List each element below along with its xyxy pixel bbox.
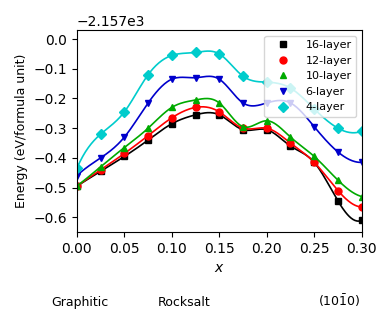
10-layer <box>312 154 317 158</box>
6-layer <box>265 101 269 105</box>
4-layer <box>74 167 79 170</box>
X-axis label: $x$: $x$ <box>214 261 225 275</box>
Line: 12-layer: 12-layer <box>73 104 365 210</box>
10-layer <box>359 195 364 198</box>
Text: Graphitic: Graphitic <box>51 296 108 309</box>
10-layer <box>241 125 245 129</box>
16-layer <box>74 184 79 188</box>
Legend: 16-layer, 12-layer, 10-layer, 6-layer, 4-layer: 16-layer, 12-layer, 10-layer, 6-layer, 4… <box>264 36 356 117</box>
Line: 6-layer: 6-layer <box>73 74 365 179</box>
16-layer <box>312 160 317 164</box>
16-layer <box>122 154 127 158</box>
16-layer <box>265 128 269 132</box>
4-layer <box>359 129 364 133</box>
10-layer <box>217 101 221 105</box>
6-layer <box>98 156 103 160</box>
Y-axis label: Energy (eV/formula unit): Energy (eV/formula unit) <box>15 54 28 208</box>
16-layer <box>98 169 103 173</box>
10-layer <box>336 178 340 182</box>
12-layer <box>122 152 127 155</box>
6-layer <box>288 101 293 105</box>
12-layer <box>359 205 364 209</box>
Line: 4-layer: 4-layer <box>73 49 365 172</box>
Text: Rocksalt: Rocksalt <box>158 296 211 309</box>
12-layer <box>146 134 151 138</box>
4-layer <box>241 74 245 78</box>
16-layer <box>193 113 198 117</box>
6-layer <box>336 150 340 154</box>
10-layer <box>122 146 127 149</box>
4-layer <box>288 86 293 90</box>
12-layer <box>241 126 245 130</box>
4-layer <box>336 126 340 130</box>
10-layer <box>169 106 174 109</box>
Text: $(10\bar{1}0)$: $(10\bar{1}0)$ <box>318 292 361 309</box>
16-layer <box>288 144 293 148</box>
4-layer <box>193 51 198 54</box>
6-layer <box>312 125 317 129</box>
4-layer <box>265 80 269 84</box>
6-layer <box>146 101 151 105</box>
10-layer <box>265 119 269 123</box>
12-layer <box>288 141 293 145</box>
6-layer <box>169 77 174 81</box>
6-layer <box>193 76 198 79</box>
10-layer <box>98 165 103 169</box>
4-layer <box>98 132 103 136</box>
Line: 10-layer: 10-layer <box>73 96 365 200</box>
4-layer <box>146 73 151 77</box>
6-layer <box>359 160 364 164</box>
16-layer <box>336 199 340 203</box>
16-layer <box>146 138 151 142</box>
12-layer <box>265 126 269 130</box>
6-layer <box>241 101 245 105</box>
4-layer <box>217 52 221 56</box>
12-layer <box>312 160 317 164</box>
10-layer <box>146 126 151 130</box>
4-layer <box>122 110 127 114</box>
6-layer <box>74 174 79 178</box>
16-layer <box>241 128 245 132</box>
10-layer <box>193 98 198 102</box>
16-layer <box>169 122 174 125</box>
12-layer <box>193 106 198 109</box>
12-layer <box>336 189 340 193</box>
16-layer <box>217 113 221 117</box>
4-layer <box>169 53 174 57</box>
4-layer <box>312 107 317 111</box>
10-layer <box>74 184 79 188</box>
12-layer <box>217 110 221 114</box>
12-layer <box>98 168 103 171</box>
Line: 16-layer: 16-layer <box>73 111 365 224</box>
6-layer <box>122 135 127 139</box>
12-layer <box>169 116 174 120</box>
12-layer <box>74 184 79 188</box>
16-layer <box>359 218 364 222</box>
6-layer <box>217 77 221 81</box>
10-layer <box>288 135 293 139</box>
